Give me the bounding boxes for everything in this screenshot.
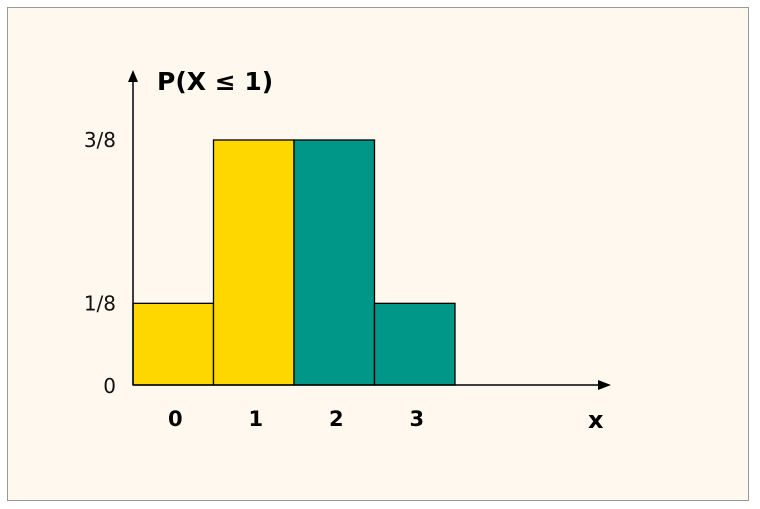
axes-group: [128, 70, 611, 390]
x-axis-arrowhead: [598, 380, 611, 390]
bars-group: [132, 139, 456, 386]
chart-title: P(X ≤ 1): [157, 67, 273, 96]
x-axis-label: x: [588, 406, 604, 434]
x-tick-label-2: 2: [329, 407, 344, 431]
y-tick-label: 1/8: [84, 291, 116, 315]
x-ticks-group: 0 1 2 3: [168, 407, 424, 431]
x-tick-label-3: 3: [409, 407, 424, 431]
y-tick-label: 0: [103, 374, 116, 398]
bar-1: [212, 139, 295, 386]
y-tick-label: 3/8: [84, 128, 116, 152]
bar-3: [373, 302, 456, 386]
y-ticks-group: 0 1/8 3/8: [84, 128, 116, 398]
x-tick-label-1: 1: [248, 407, 263, 431]
x-tick-label-0: 0: [168, 407, 183, 431]
y-axis-arrowhead: [128, 70, 138, 82]
bar-2: [293, 139, 376, 386]
chart-frame: [7, 7, 749, 501]
bar-0: [132, 302, 215, 386]
